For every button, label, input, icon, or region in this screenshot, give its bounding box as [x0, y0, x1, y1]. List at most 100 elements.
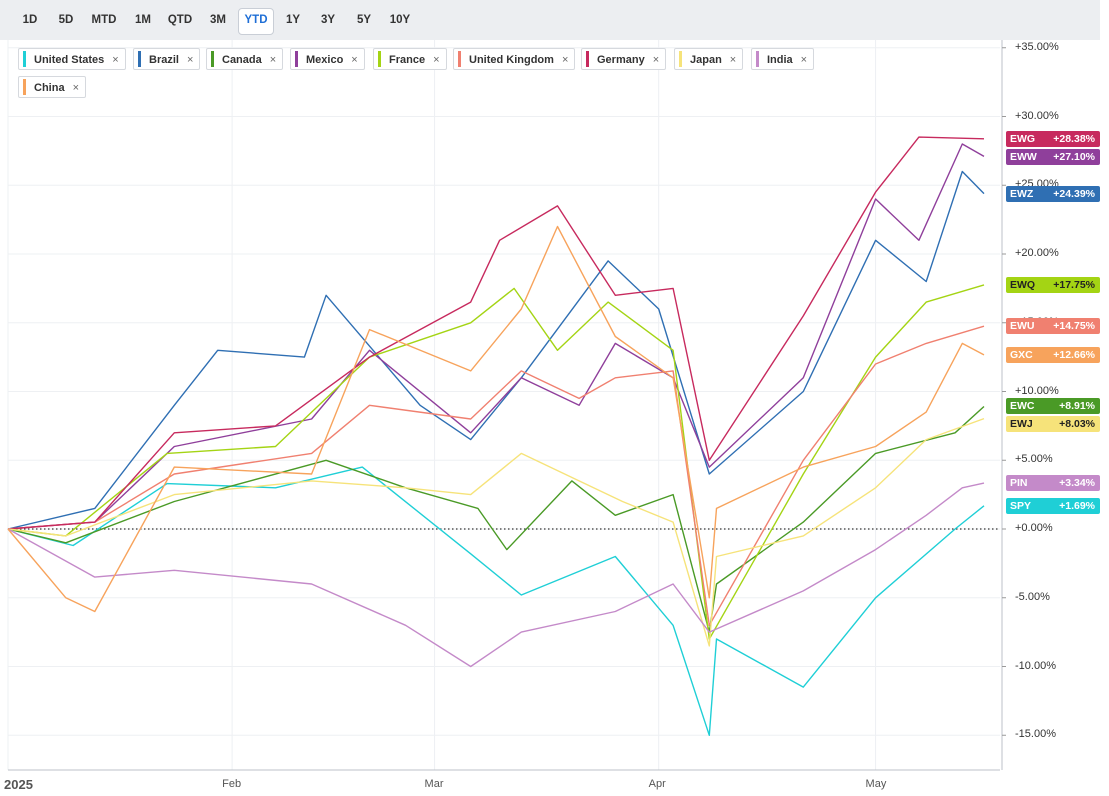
legend-item-gxc[interactable]: China ×	[18, 76, 86, 98]
legend-swatch	[756, 51, 759, 68]
legend-label: Mexico	[306, 54, 344, 66]
legend-label: United Kingdom	[469, 54, 554, 66]
series-line-pin	[7, 482, 985, 668]
legend-swatch	[23, 51, 26, 68]
end-tag-value: +8.91%	[1059, 400, 1095, 413]
x-tick-label: Mar	[424, 778, 444, 790]
y-tick-label: +5.00%	[1015, 453, 1053, 466]
end-tag-ewj: EWJ +8.03%	[1006, 416, 1100, 433]
close-icon[interactable]: ×	[351, 54, 358, 66]
y-tick-label: -15.00%	[1015, 728, 1056, 741]
end-tag-ticker: GXC	[1010, 348, 1033, 361]
legend-item-eww[interactable]: Mexico ×	[290, 48, 365, 70]
legend-item-pin[interactable]: India ×	[751, 48, 815, 70]
legend-swatch	[138, 51, 141, 68]
legend-item-ewu[interactable]: United Kingdom ×	[453, 48, 576, 70]
legend-label: Germany	[597, 54, 645, 66]
x-tick-label: Apr	[648, 778, 666, 790]
end-tag-value: +12.66%	[1053, 348, 1095, 361]
end-tag-value: +27.10%	[1053, 150, 1095, 163]
end-tag-ewc: EWC +8.91%	[1006, 398, 1100, 415]
close-icon[interactable]: ×	[800, 54, 808, 66]
legend-label: United States	[34, 54, 105, 66]
end-tag-value: +3.34%	[1059, 477, 1095, 490]
legend-item-ewc[interactable]: Canada ×	[206, 48, 284, 70]
end-tag-pin: PIN +3.34%	[1006, 475, 1100, 492]
series-line-ewc	[7, 405, 985, 633]
end-tag-value: +8.03%	[1059, 418, 1095, 431]
range-button-ytd[interactable]: YTD	[238, 8, 274, 35]
legend-label: Japan	[690, 54, 722, 66]
end-tag-ewg: EWG +28.38%	[1006, 130, 1100, 147]
end-tag-gxc: GXC +12.66%	[1006, 346, 1100, 363]
range-button-5y[interactable]: 5Y	[356, 14, 372, 26]
x-tick-label: Feb	[222, 778, 242, 790]
end-tag-ticker: EWU	[1010, 320, 1035, 333]
end-tag-value: +17.75%	[1053, 278, 1095, 291]
end-tag-value: +28.38%	[1053, 132, 1095, 145]
legend-item-ewj[interactable]: Japan ×	[674, 48, 744, 70]
close-icon[interactable]: ×	[269, 54, 277, 66]
legend-item-spy[interactable]: United States ×	[18, 48, 126, 70]
y-tick-label: -5.00%	[1015, 590, 1050, 603]
range-button-qtd[interactable]: QTD	[167, 14, 193, 26]
legend-label: Brazil	[149, 54, 179, 66]
end-tag-value: +1.69%	[1059, 499, 1095, 512]
end-tag-ticker: EWG	[1010, 132, 1036, 145]
legend-swatch	[586, 51, 589, 68]
x-tick-label: 2025	[4, 777, 33, 792]
y-tick-label: +20.00%	[1015, 247, 1059, 259]
series-line-ewj	[7, 417, 985, 647]
legend-label: France	[389, 54, 426, 66]
range-button-1y[interactable]: 1Y	[285, 14, 301, 26]
end-tag-ticker: EWC	[1010, 400, 1035, 413]
legend-item-ewg[interactable]: Germany ×	[581, 48, 667, 70]
close-icon[interactable]: ×	[652, 54, 660, 66]
legend-swatch	[378, 51, 381, 68]
legend-label: China	[34, 82, 65, 94]
range-button-3m[interactable]: 3M	[210, 14, 226, 26]
series-line-eww	[7, 143, 985, 530]
legend-swatch	[295, 51, 298, 68]
legend-swatch	[23, 79, 26, 96]
legend-swatch	[458, 51, 461, 68]
series-line-gxc	[7, 225, 985, 613]
end-tag-ticker: PIN	[1010, 477, 1028, 490]
series-line-ewq	[7, 284, 985, 640]
series-line-ewz	[7, 170, 985, 530]
end-tag-spy: SPY +1.69%	[1006, 497, 1100, 514]
legend-item-ewq[interactable]: France ×	[373, 48, 447, 70]
range-button-5d[interactable]: 5D	[58, 14, 74, 26]
y-tick-label: +0.00%	[1015, 522, 1053, 534]
close-icon[interactable]: ×	[72, 82, 79, 94]
end-tag-ewq: EWQ +17.75%	[1006, 276, 1100, 293]
range-toolbar: 1D 5D MTD 1M QTD 3M YTD 1Y 3Y 5Y 10Y	[0, 0, 1100, 40]
end-tag-ticker: SPY	[1010, 499, 1032, 512]
range-button-1d[interactable]: 1D	[22, 14, 38, 26]
end-tag-ewz: EWZ +24.39%	[1006, 185, 1100, 202]
close-icon[interactable]: ×	[729, 54, 737, 66]
close-icon[interactable]: ×	[186, 54, 194, 66]
range-button-1m[interactable]: 1M	[135, 14, 151, 26]
series-line-spy	[7, 466, 985, 736]
series-line-ewg	[7, 136, 985, 530]
legend-swatch	[211, 51, 214, 68]
close-icon[interactable]: ×	[433, 54, 440, 66]
legend-item-ewz[interactable]: Brazil ×	[133, 48, 201, 70]
end-tag-eww: EWW +27.10%	[1006, 148, 1100, 165]
legend-swatch	[679, 51, 682, 68]
range-button-10y[interactable]: 10Y	[389, 14, 411, 26]
x-tick-label: May	[865, 778, 887, 790]
y-tick-label: +30.00%	[1015, 109, 1059, 122]
close-icon[interactable]: ×	[112, 54, 119, 66]
range-button-mtd[interactable]: MTD	[91, 14, 117, 26]
end-tag-value: +24.39%	[1053, 187, 1095, 200]
range-button-3y[interactable]: 3Y	[320, 14, 336, 26]
end-tag-ticker: EWW	[1010, 150, 1037, 163]
close-icon[interactable]: ×	[561, 54, 569, 66]
y-tick-label: +35.00%	[1015, 40, 1059, 53]
legend-label: Canada	[222, 54, 262, 66]
legend-label: India	[767, 54, 793, 66]
end-tag-value: +14.75%	[1053, 320, 1095, 333]
